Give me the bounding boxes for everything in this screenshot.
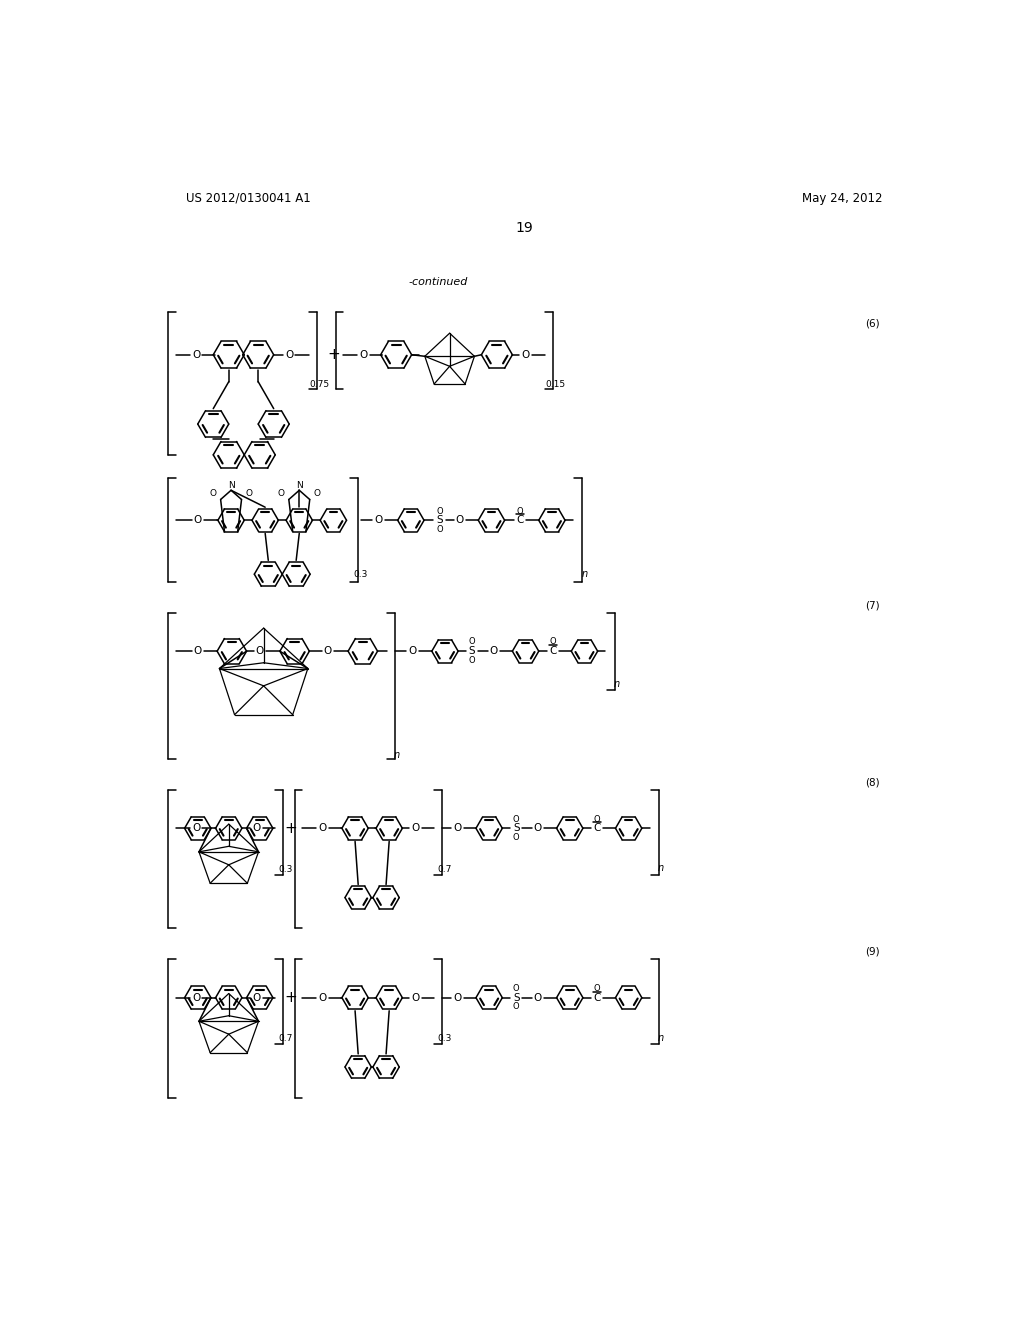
Text: O: O [278,488,285,498]
Text: O: O [409,647,417,656]
Text: 19: 19 [516,220,534,235]
Text: n: n [394,750,400,760]
Text: S: S [513,824,519,833]
Text: N: N [227,482,234,490]
Text: O: O [436,525,442,535]
Text: O: O [469,638,475,647]
Text: C: C [593,993,600,1003]
Text: 0.3: 0.3 [279,865,293,874]
Text: n: n [614,678,621,689]
Text: C: C [516,515,524,525]
Text: 0.15: 0.15 [545,380,565,388]
Text: -continued: -continued [409,277,468,286]
Text: O: O [594,983,600,993]
Text: 0.7: 0.7 [437,865,452,874]
Text: O: O [489,647,498,656]
Text: O: O [193,350,201,360]
Text: 0.7: 0.7 [279,1034,293,1043]
Text: C: C [593,824,600,833]
Text: O: O [209,488,216,498]
Text: O: O [318,824,327,833]
Text: O: O [246,488,253,498]
Text: O: O [454,824,462,833]
Text: 0.3: 0.3 [353,570,368,578]
Text: O: O [517,507,523,516]
Text: O: O [454,993,462,1003]
Text: O: O [253,824,261,833]
Text: O: O [193,993,201,1003]
Text: O: O [359,350,368,360]
Text: O: O [193,824,201,833]
Text: O: O [521,350,529,360]
Text: +: + [327,347,340,362]
Text: O: O [594,814,600,824]
Text: O: O [513,1002,519,1011]
Text: (6): (6) [864,319,880,329]
Text: O: O [550,638,556,647]
Text: O: O [194,647,202,656]
Text: n: n [658,1032,665,1043]
Text: C: C [549,647,556,656]
Text: O: O [513,814,519,824]
Text: O: O [412,824,420,833]
Text: (8): (8) [864,777,880,787]
Text: O: O [513,983,519,993]
Text: 0.75: 0.75 [309,380,330,388]
Text: n: n [658,863,665,874]
Text: O: O [534,824,542,833]
Text: May 24, 2012: May 24, 2012 [802,191,883,205]
Text: N: N [296,482,303,490]
Text: O: O [318,993,327,1003]
Text: O: O [194,515,202,525]
Text: O: O [469,656,475,665]
Text: S: S [513,993,519,1003]
Text: O: O [253,993,261,1003]
Text: +: + [285,821,297,836]
Text: O: O [256,647,264,656]
Text: O: O [534,993,542,1003]
Text: n: n [582,569,588,579]
Text: 0.3: 0.3 [437,1034,452,1043]
Text: O: O [456,515,464,525]
Text: +: + [285,990,297,1006]
Text: S: S [436,515,442,525]
Text: O: O [324,647,332,656]
Text: (7): (7) [864,601,880,610]
Text: (9): (9) [864,946,880,957]
Text: O: O [285,350,293,360]
Text: O: O [412,993,420,1003]
Text: O: O [374,515,382,525]
Text: O: O [513,833,519,842]
Text: O: O [436,507,442,516]
Text: S: S [469,647,475,656]
Text: O: O [314,488,321,498]
Text: US 2012/0130041 A1: US 2012/0130041 A1 [186,191,311,205]
